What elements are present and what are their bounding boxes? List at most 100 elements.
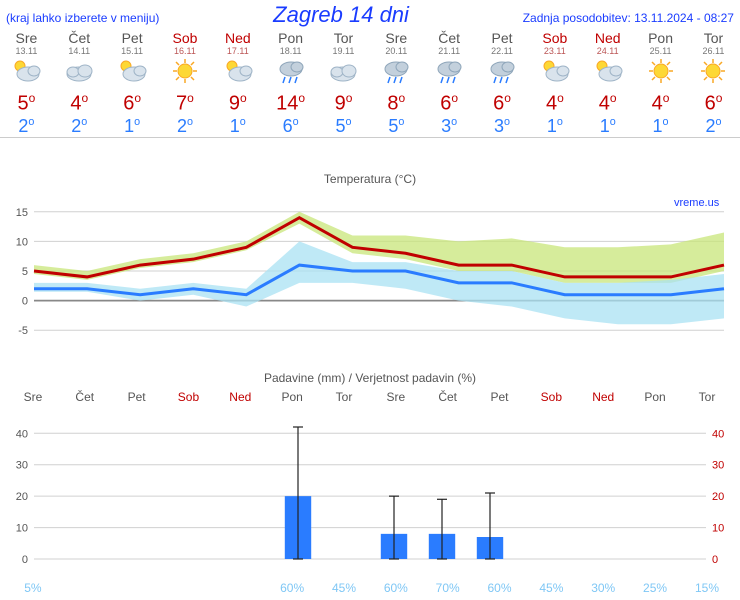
- precip-probability: 60%: [371, 580, 421, 596]
- page-title: Zagreb 14 dni: [273, 2, 409, 28]
- precip-day-label: Tor: [319, 389, 369, 405]
- temp-low: 2o: [53, 116, 106, 137]
- precip-chart-title: Padavine (mm) / Verjetnost padavin (%): [6, 371, 734, 385]
- temp-high: 7o: [159, 91, 212, 116]
- precip-day-label: Čet: [60, 389, 110, 405]
- temp-high: 4o: [581, 91, 634, 116]
- temp-high: 9o: [317, 91, 370, 116]
- day-name: Pon: [634, 30, 687, 46]
- svg-text:20: 20: [16, 491, 28, 503]
- temp-high: 5o: [0, 91, 53, 116]
- day-date: 15.11: [106, 46, 159, 56]
- precip-day-label: Ned: [215, 389, 265, 405]
- weather-icon: [264, 56, 317, 91]
- svg-text:10: 10: [16, 236, 28, 248]
- day-date: 24.11: [581, 46, 634, 56]
- precip-day-label: Sob: [164, 389, 214, 405]
- precip-day-label: Pet: [112, 389, 162, 405]
- temp-high: 8o: [370, 91, 423, 116]
- temp-low: 3o: [423, 116, 476, 137]
- weather-icon: [476, 56, 529, 91]
- precip-day-label: Sre: [371, 389, 421, 405]
- day-name: Čet: [53, 30, 106, 46]
- precip-day-label: Pon: [630, 389, 680, 405]
- temp-high: 14o: [264, 91, 317, 116]
- temp-low: 5o: [317, 116, 370, 137]
- precip-day-label: Sre: [8, 389, 58, 405]
- precip-probability: 45%: [526, 580, 576, 596]
- day-date: 17.11: [211, 46, 264, 56]
- day-name: Čet: [423, 30, 476, 46]
- weather-icon: [581, 56, 634, 91]
- svg-text:-5: -5: [18, 325, 28, 337]
- precip-day-labels: SreČetPetSobNedPonTorSreČetPetSobNedPonT…: [6, 387, 734, 407]
- svg-text:40: 40: [712, 428, 724, 440]
- precip-probability: 15%: [682, 580, 732, 596]
- svg-text:vreme.us: vreme.us: [674, 197, 720, 209]
- precip-probability: 25%: [630, 580, 680, 596]
- temp-high: 4o: [634, 91, 687, 116]
- svg-text:20: 20: [712, 491, 724, 503]
- temp-low: 1o: [211, 116, 264, 137]
- precip-day-label: Pet: [475, 389, 525, 405]
- temp-high: 6o: [476, 91, 529, 116]
- precip-day-label: Ned: [578, 389, 628, 405]
- temp-high: 6o: [687, 91, 740, 116]
- weather-icon: [634, 56, 687, 91]
- precip-probability: 60%: [475, 580, 525, 596]
- weather-icon: [0, 56, 53, 91]
- temp-low: 6o: [264, 116, 317, 137]
- precip-probability: [112, 580, 162, 596]
- day-date: 20.11: [370, 46, 423, 56]
- day-name: Tor: [687, 30, 740, 46]
- precip-probability: 30%: [578, 580, 628, 596]
- weather-icon: [106, 56, 159, 91]
- last-updated: Zadnja posodobitev: 13.11.2024 - 08:27: [523, 11, 734, 25]
- precip-probability: 60%: [267, 580, 317, 596]
- day-name: Ned: [581, 30, 634, 46]
- day-date: 14.11: [53, 46, 106, 56]
- precip-probability-row: 5%60%45%60%70%60%45%30%25%15%: [6, 578, 734, 598]
- temp-low: 2o: [159, 116, 212, 137]
- svg-text:10: 10: [712, 522, 724, 534]
- day-name: Sre: [0, 30, 53, 46]
- day-date: 22.11: [476, 46, 529, 56]
- precip-probability: [164, 580, 214, 596]
- svg-text:40: 40: [16, 428, 28, 440]
- svg-text:0: 0: [22, 295, 28, 307]
- day-name: Pet: [106, 30, 159, 46]
- day-name: Pet: [476, 30, 529, 46]
- temp-low: 1o: [528, 116, 581, 137]
- divider: [0, 137, 740, 138]
- precip-day-label: Čet: [423, 389, 473, 405]
- weather-icon: [423, 56, 476, 91]
- svg-text:15: 15: [16, 206, 28, 218]
- day-date: 19.11: [317, 46, 370, 56]
- weather-icon: [159, 56, 212, 91]
- temp-low: 3o: [476, 116, 529, 137]
- day-name: Sre: [370, 30, 423, 46]
- day-date: 13.11: [0, 46, 53, 56]
- day-name: Sob: [528, 30, 581, 46]
- day-name: Tor: [317, 30, 370, 46]
- forecast-table: SreČetPetSobNedPonTorSreČetPetSobNedPonT…: [0, 30, 740, 137]
- day-name: Pon: [264, 30, 317, 46]
- precip-probability: [60, 580, 110, 596]
- precip-day-label: Tor: [682, 389, 732, 405]
- temp-chart-title: Temperatura (°C): [6, 172, 734, 186]
- day-date: 21.11: [423, 46, 476, 56]
- precip-day-label: Pon: [267, 389, 317, 405]
- svg-text:30: 30: [712, 459, 724, 471]
- svg-text:30: 30: [16, 459, 28, 471]
- temp-low: 2o: [0, 116, 53, 137]
- svg-text:0: 0: [22, 554, 28, 566]
- weather-icon: [370, 56, 423, 91]
- day-date: 26.11: [687, 46, 740, 56]
- precip-probability: 45%: [319, 580, 369, 596]
- temp-low: 1o: [106, 116, 159, 137]
- svg-text:5: 5: [22, 266, 28, 278]
- day-date: 25.11: [634, 46, 687, 56]
- weather-icon: [528, 56, 581, 91]
- precip-probability: [215, 580, 265, 596]
- day-date: 18.11: [264, 46, 317, 56]
